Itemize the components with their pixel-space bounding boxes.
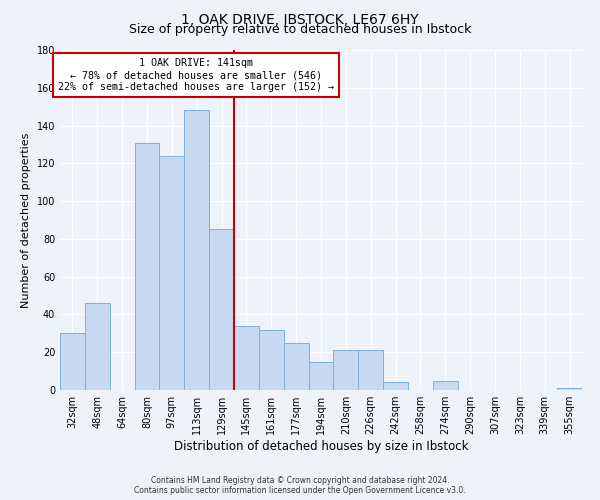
Bar xyxy=(334,350,358,390)
Bar xyxy=(134,142,160,390)
Bar xyxy=(358,350,383,390)
Text: Contains HM Land Registry data © Crown copyright and database right 2024.
Contai: Contains HM Land Registry data © Crown c… xyxy=(134,476,466,495)
Text: 1 OAK DRIVE: 141sqm
← 78% of detached houses are smaller (546)
22% of semi-detac: 1 OAK DRIVE: 141sqm ← 78% of detached ho… xyxy=(58,58,334,92)
Bar xyxy=(209,230,234,390)
Text: Size of property relative to detached houses in Ibstock: Size of property relative to detached ho… xyxy=(129,22,471,36)
Y-axis label: Number of detached properties: Number of detached properties xyxy=(21,132,31,308)
Bar xyxy=(184,110,209,390)
Bar xyxy=(234,326,259,390)
Bar xyxy=(284,343,308,390)
Bar xyxy=(60,334,85,390)
Bar xyxy=(383,382,408,390)
Bar xyxy=(259,330,284,390)
Bar xyxy=(85,303,110,390)
Bar xyxy=(557,388,582,390)
Bar xyxy=(433,380,458,390)
Bar xyxy=(160,156,184,390)
Text: 1, OAK DRIVE, IBSTOCK, LE67 6HY: 1, OAK DRIVE, IBSTOCK, LE67 6HY xyxy=(181,12,419,26)
X-axis label: Distribution of detached houses by size in Ibstock: Distribution of detached houses by size … xyxy=(174,440,468,453)
Bar xyxy=(308,362,334,390)
